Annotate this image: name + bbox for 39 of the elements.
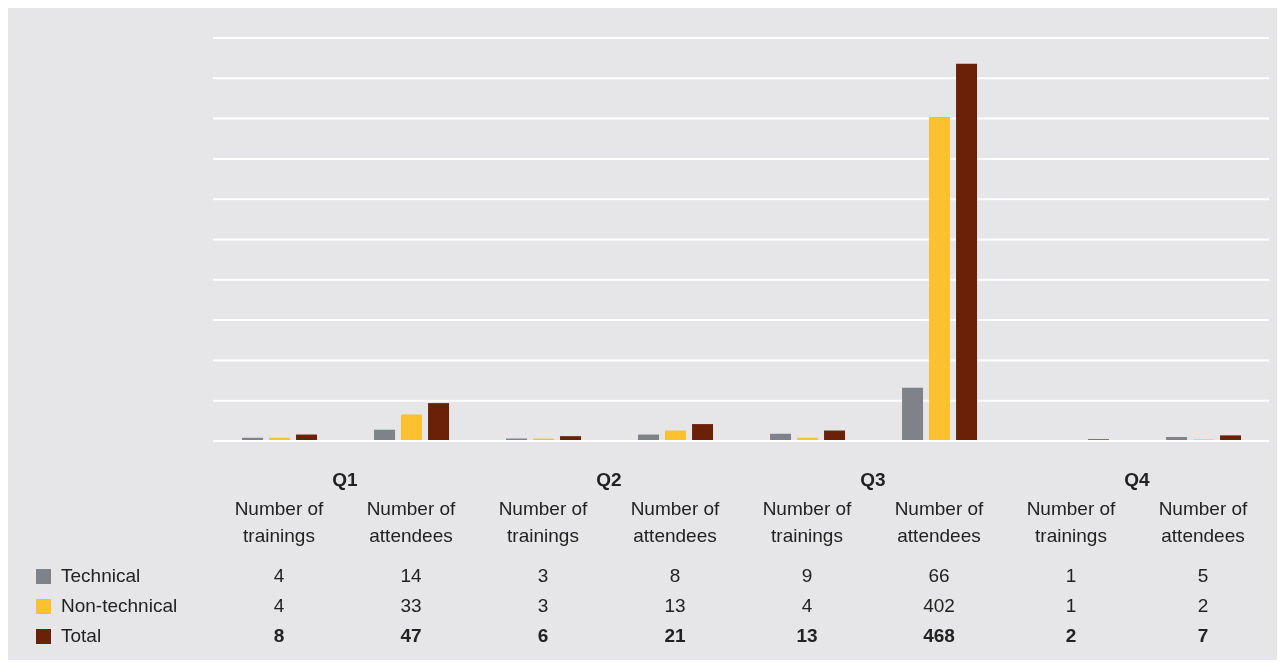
data-label: 33	[399, 595, 423, 617]
x-tick-label: Number of attendees	[894, 498, 985, 546]
data-label: 4	[272, 565, 286, 587]
data-label: 2	[1196, 595, 1210, 617]
text: Q3	[860, 469, 886, 490]
text: Q2	[596, 469, 622, 490]
x-tick-label: Number of trainings	[498, 498, 589, 546]
legend-label: Non-technical	[61, 595, 178, 617]
data-label: 5	[1196, 565, 1210, 587]
x-tick-label: Number of trainings	[1026, 498, 1117, 546]
x-tick-label: Number of attendees	[366, 498, 457, 546]
data-label: 66	[927, 565, 951, 587]
x-tick-label: Number of trainings	[234, 498, 325, 546]
x-tick-label: Number of attendees	[630, 498, 721, 546]
data-label: 3	[536, 595, 550, 617]
data-label: 1	[1064, 565, 1078, 587]
data-label: 468	[922, 625, 956, 647]
data-label: 13	[795, 625, 819, 647]
data-label: 47	[399, 625, 423, 647]
data-label: 13	[663, 595, 687, 617]
data-label: 7	[1196, 625, 1210, 647]
x-tick-label: Number of attendees	[1158, 498, 1249, 546]
data-label: 8	[668, 565, 682, 587]
data-label: 402	[922, 595, 956, 617]
data-label: 21	[663, 625, 687, 647]
data-label: 4	[800, 595, 814, 617]
data-label: 3	[536, 565, 550, 587]
x-tick-label: Number of trainings	[762, 498, 853, 546]
data-label: 8	[272, 625, 286, 647]
text: Q4	[1124, 469, 1151, 490]
data-label: 4	[272, 595, 286, 617]
data-label: 6	[536, 625, 550, 647]
data-label: 1	[1064, 595, 1078, 617]
legend-label: Technical	[61, 565, 141, 587]
data-label: 14	[399, 565, 423, 587]
data-label: 9	[800, 565, 814, 587]
text: Q1	[332, 469, 359, 490]
data-label: 2	[1064, 625, 1078, 647]
legend-label: Total	[61, 625, 102, 647]
